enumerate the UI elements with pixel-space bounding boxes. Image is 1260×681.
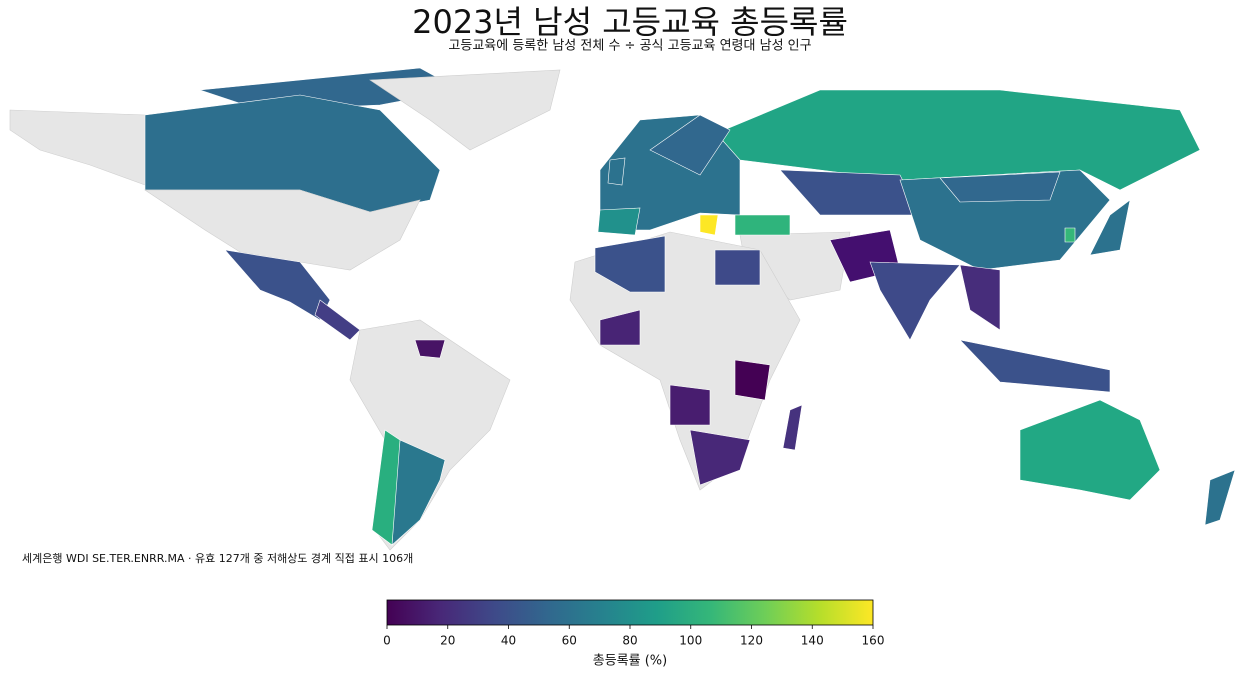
tick-label: 120 bbox=[740, 634, 763, 648]
tick-label: 0 bbox=[383, 634, 391, 648]
region bbox=[414, 339, 446, 359]
tick-label: 140 bbox=[801, 634, 824, 648]
region bbox=[699, 214, 719, 236]
colorbar-label: 총등록률 (%) bbox=[593, 654, 667, 669]
region bbox=[869, 261, 961, 341]
region bbox=[689, 429, 751, 486]
land bbox=[369, 69, 561, 151]
region bbox=[1204, 469, 1236, 526]
region bbox=[599, 309, 641, 346]
region bbox=[699, 89, 1201, 191]
region bbox=[939, 171, 1061, 203]
chart-subtitle: 고등교육에 등록한 남성 전체 수 ÷ 공식 고등교육 연령대 남성 인구 bbox=[448, 39, 811, 54]
land bbox=[144, 189, 421, 271]
region bbox=[714, 249, 761, 286]
region bbox=[594, 235, 666, 293]
tick-label: 80 bbox=[622, 634, 637, 648]
region bbox=[734, 359, 771, 401]
chart-title: 2023년 남성 고등교육 총등록률 bbox=[412, 3, 848, 41]
tick-label: 160 bbox=[862, 634, 885, 648]
tick-label: 100 bbox=[679, 634, 702, 648]
world-map bbox=[9, 67, 1236, 551]
land bbox=[9, 109, 146, 186]
region bbox=[1089, 199, 1131, 256]
region bbox=[371, 429, 401, 546]
region bbox=[649, 114, 731, 176]
region bbox=[779, 169, 921, 216]
region bbox=[314, 299, 361, 341]
region bbox=[734, 214, 791, 236]
source-note: 세계은행 WDI SE.TER.ENRR.MA · 유효 127개 중 저해상도… bbox=[22, 551, 413, 565]
region bbox=[959, 339, 1111, 393]
colorbar bbox=[386, 599, 874, 626]
tick-label: 20 bbox=[440, 634, 455, 648]
region bbox=[899, 169, 1111, 271]
region bbox=[1019, 399, 1161, 501]
region bbox=[782, 404, 803, 451]
region bbox=[669, 384, 711, 426]
region bbox=[607, 157, 626, 186]
region bbox=[224, 249, 331, 321]
region bbox=[959, 264, 1001, 331]
region bbox=[597, 207, 641, 236]
tick-label: 40 bbox=[501, 634, 516, 648]
tick-label: 60 bbox=[562, 634, 577, 648]
region bbox=[1064, 227, 1076, 243]
